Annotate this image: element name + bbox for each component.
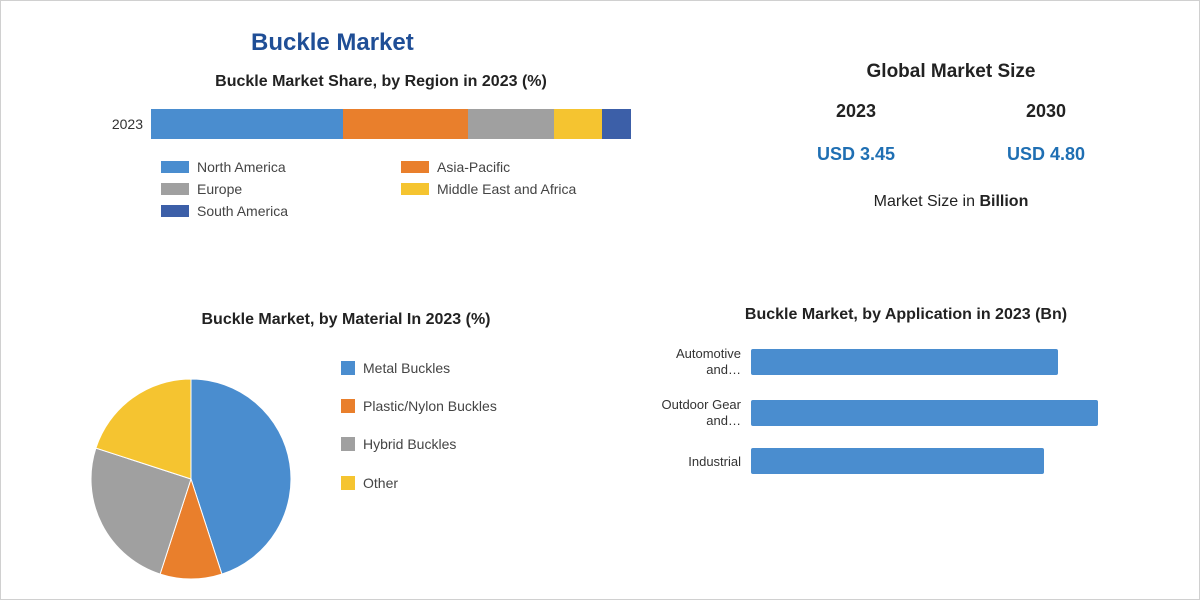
legend-label: North America [197,159,286,175]
legend-item: Plastic/Nylon Buckles [341,397,497,415]
hbar-row: Automotive and… [651,346,1171,377]
hbar-row: Outdoor Gear and… [651,397,1171,428]
size-year-2030: 2030 [1007,101,1085,122]
legend-item: North America [161,159,401,175]
hbar-fill [751,349,1058,375]
hbar-track [751,448,1151,474]
legend-label: South America [197,203,288,219]
hbar-track [751,400,1151,426]
legend-item: Asia-Pacific [401,159,641,175]
pie-svg [61,349,321,609]
legend-swatch [341,437,355,451]
legend-swatch [161,161,189,173]
legend-label: Asia-Pacific [437,159,510,175]
legend-swatch [341,361,355,375]
page-title: Buckle Market [251,29,414,57]
legend-swatch [401,183,429,195]
hbar-fill [751,448,1044,474]
size-value-2023: USD 3.45 [817,144,895,165]
size-year-2023: 2023 [817,101,895,122]
hbar-label: Automotive and… [651,346,751,377]
stacked-bar [151,109,631,139]
size-years-row: 2023 USD 3.45 2030 USD 4.80 [761,101,1141,165]
material-pie-chart: Buckle Market, by Material In 2023 (%) M… [61,311,631,609]
global-market-size: Global Market Size 2023 USD 3.45 2030 US… [761,61,1141,211]
region-share-chart: Buckle Market Share, by Region in 2023 (… [91,73,671,225]
legend-label: Middle East and Africa [437,181,576,197]
stacked-seg [343,109,468,139]
legend-swatch [341,476,355,490]
stacked-seg [602,109,631,139]
stacked-seg [554,109,602,139]
size-unit: Market Size in Billion [761,193,1141,211]
application-chart-title: Buckle Market, by Application in 2023 (B… [641,306,1171,324]
legend-item: Europe [161,181,401,197]
region-legend: North America Asia-Pacific Europe Middle Ea… [161,159,641,225]
stacked-bar-ylabel: 2023 [91,116,151,132]
legend-swatch [161,205,189,217]
stacked-seg [151,109,343,139]
legend-swatch [401,161,429,173]
legend-item: Other [341,474,497,492]
legend-item: South America [161,203,401,219]
hbar-row: Industrial [651,448,1171,474]
pie-legend: Metal Buckles Plastic/Nylon Buckles Hybrid… [341,359,497,609]
material-chart-title: Buckle Market, by Material In 2023 (%) [61,311,631,329]
legend-label: Europe [197,181,242,197]
size-unit-prefix: Market Size in [874,193,980,210]
hbar-label: Industrial [651,454,751,470]
size-value-2030: USD 4.80 [1007,144,1085,165]
legend-label: Metal Buckles [363,359,450,377]
size-unit-bold: Billion [979,193,1028,210]
legend-label: Plastic/Nylon Buckles [363,397,497,415]
legend-label: Other [363,474,398,492]
hbar-label: Outdoor Gear and… [651,397,751,428]
stacked-bar-row: 2023 [91,109,671,139]
legend-swatch [161,183,189,195]
legend-item: Hybrid Buckles [341,435,497,453]
legend-item: Metal Buckles [341,359,497,377]
hbar-track [751,349,1151,375]
legend-swatch [341,399,355,413]
legend-item: Middle East and Africa [401,181,641,197]
hbar-fill [751,400,1098,426]
application-bar-chart: Buckle Market, by Application in 2023 (B… [641,306,1171,494]
stacked-seg [468,109,554,139]
region-chart-title: Buckle Market Share, by Region in 2023 (… [91,73,671,91]
legend-label: Hybrid Buckles [363,435,456,453]
hbar-area: Automotive and… Outdoor Gear and… Industri… [651,346,1171,474]
size-title: Global Market Size [761,61,1141,83]
